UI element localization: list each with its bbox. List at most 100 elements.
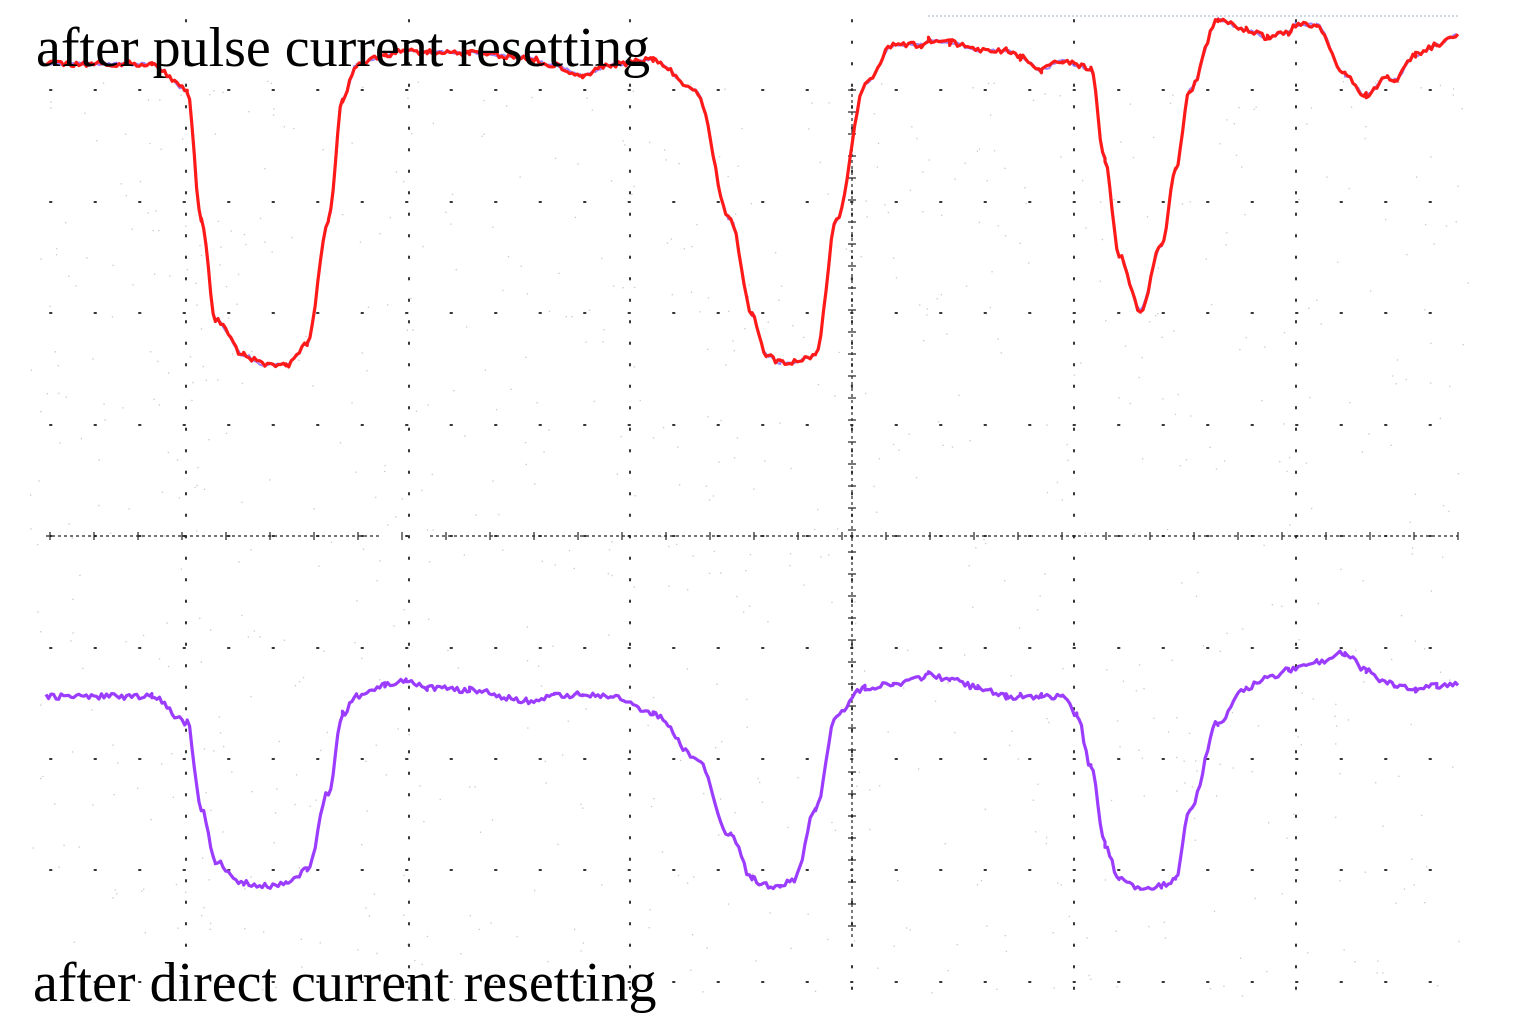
noise-dot bbox=[582, 807, 584, 809]
noise-dot bbox=[1163, 921, 1165, 923]
noise-dot bbox=[1100, 201, 1102, 203]
noise-dot bbox=[571, 316, 573, 318]
noise-dot bbox=[724, 88, 726, 90]
noise-dot bbox=[692, 555, 694, 557]
noise-dot bbox=[1398, 775, 1400, 777]
noise-dot bbox=[132, 284, 134, 286]
noise-dot bbox=[715, 747, 717, 749]
noise-dot bbox=[158, 230, 160, 232]
noise-dot bbox=[1143, 795, 1145, 797]
noise-dot bbox=[996, 988, 998, 990]
noise-dot bbox=[457, 667, 460, 669]
noise-dot bbox=[820, 556, 822, 558]
noise-dot bbox=[50, 107, 52, 109]
noise-dot bbox=[241, 501, 243, 503]
noise-dot bbox=[1349, 402, 1351, 404]
noise-dot bbox=[554, 157, 557, 160]
noise-dot bbox=[200, 328, 203, 330]
noise-dot bbox=[200, 254, 203, 257]
noise-dot bbox=[603, 329, 605, 331]
noise-dot bbox=[439, 798, 441, 801]
noise-dot bbox=[210, 809, 212, 812]
noise-dot bbox=[276, 788, 278, 790]
noise-dot bbox=[838, 351, 840, 354]
noise-dot bbox=[749, 605, 751, 607]
noise-dot bbox=[244, 928, 246, 930]
noise-dot bbox=[98, 459, 100, 461]
noise-dot bbox=[1414, 640, 1417, 642]
noise-dot bbox=[580, 950, 582, 952]
noise-dot bbox=[558, 272, 560, 274]
noise-dot bbox=[1439, 671, 1442, 673]
noise-dot bbox=[1000, 352, 1002, 354]
noise-dot bbox=[989, 306, 991, 309]
noise-dot bbox=[72, 751, 74, 753]
noise-dot bbox=[220, 246, 222, 248]
noise-dot bbox=[577, 163, 579, 165]
noise-dot bbox=[897, 879, 899, 882]
noise-dot bbox=[250, 695, 252, 698]
noise-dot bbox=[365, 907, 367, 909]
noise-dot bbox=[241, 614, 243, 617]
noise-dot bbox=[1164, 937, 1167, 939]
noise-dot bbox=[1306, 123, 1308, 125]
noise-dot bbox=[203, 748, 206, 750]
noise-dot bbox=[1458, 940, 1460, 943]
noise-dot bbox=[63, 844, 65, 846]
noise-dot bbox=[845, 248, 848, 250]
noise-dot bbox=[1167, 731, 1170, 733]
noise-dot bbox=[1080, 362, 1082, 364]
noise-dot bbox=[1169, 102, 1172, 104]
noise-dot bbox=[827, 938, 829, 941]
noise-dot bbox=[483, 99, 485, 102]
noise-dot bbox=[653, 798, 655, 800]
noise-dot bbox=[498, 513, 500, 516]
noise-dot bbox=[196, 304, 198, 306]
noise-dot bbox=[298, 867, 300, 869]
noise-dot bbox=[209, 94, 211, 96]
caption-pulse-reset: after pulse current resetting bbox=[36, 17, 651, 79]
noise-dot bbox=[1226, 232, 1228, 234]
noise-dot bbox=[1430, 342, 1432, 344]
noise-dot bbox=[32, 847, 34, 849]
noise-dot bbox=[983, 538, 985, 541]
noise-dot bbox=[849, 278, 852, 280]
noise-dot bbox=[892, 443, 895, 446]
noise-dot bbox=[1149, 321, 1151, 323]
noise-dot bbox=[38, 480, 40, 482]
noise-dot bbox=[91, 709, 93, 711]
noise-dot bbox=[466, 326, 468, 328]
noise-dot bbox=[633, 586, 635, 588]
noise-dot bbox=[849, 250, 851, 252]
noise-dot bbox=[668, 585, 670, 587]
noise-dot bbox=[1153, 717, 1155, 719]
noise-dot bbox=[209, 928, 211, 930]
noise-dot bbox=[431, 473, 433, 476]
noise-dot bbox=[993, 82, 995, 84]
noise-dot bbox=[176, 459, 179, 461]
noise-dot bbox=[736, 437, 739, 439]
noise-dot bbox=[797, 777, 799, 779]
noise-dot bbox=[1238, 107, 1240, 109]
noise-dot bbox=[1122, 680, 1125, 682]
noise-dot bbox=[421, 489, 423, 492]
noise-dot bbox=[301, 966, 303, 968]
noise-dot bbox=[775, 252, 777, 254]
noise-dot bbox=[1423, 648, 1426, 650]
noise-dot bbox=[1181, 582, 1183, 584]
noise-dot bbox=[831, 601, 833, 604]
noise-dot bbox=[1337, 261, 1339, 263]
noise-dot bbox=[1185, 459, 1188, 461]
noise-dot bbox=[965, 285, 968, 287]
noise-dot bbox=[1231, 711, 1234, 714]
noise-dot bbox=[142, 634, 145, 637]
noise-dot bbox=[687, 882, 689, 884]
noise-dot bbox=[1106, 669, 1108, 671]
noise-dot bbox=[745, 570, 747, 572]
noise-dot bbox=[445, 211, 447, 213]
noise-dot bbox=[665, 159, 667, 161]
noise-dot bbox=[113, 794, 115, 796]
noise-dot bbox=[429, 561, 431, 563]
noise-dot bbox=[987, 82, 990, 85]
noise-dot bbox=[677, 874, 680, 877]
